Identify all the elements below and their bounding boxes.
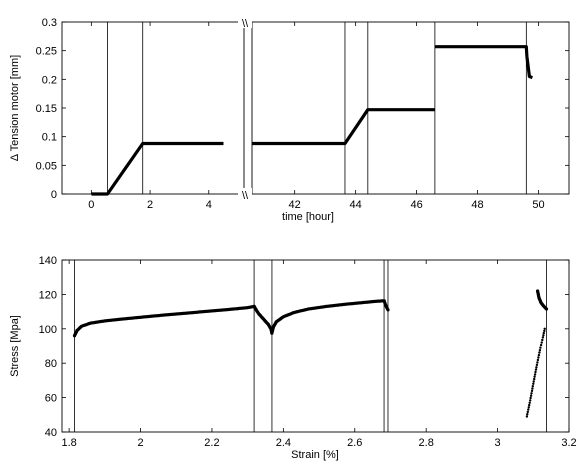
stress-point — [529, 394, 533, 397]
stress-point — [533, 377, 536, 381]
stress-point — [531, 385, 534, 388]
stress-point — [528, 401, 531, 404]
tension-ytick-label-6: 0.3 — [42, 17, 57, 29]
stress-point — [530, 389, 534, 393]
stress-point — [544, 307, 549, 311]
stress-point — [541, 338, 544, 342]
tension-xtick-label-0-2: 4 — [206, 199, 212, 211]
tension-ytick-label-1: 0.05 — [36, 160, 57, 172]
stress-point — [534, 370, 537, 374]
stress-ytick-label-3: 100 — [39, 324, 57, 336]
stress-point — [526, 410, 529, 414]
stress-point — [525, 415, 529, 418]
stress-point — [538, 351, 541, 354]
tension-xtick-label-1-4: 50 — [532, 199, 544, 211]
stress-point — [534, 368, 538, 371]
tension-series-line-1 — [252, 108, 435, 146]
stress-series — [72, 289, 549, 418]
tension-xtick-label-1-1: 44 — [350, 199, 362, 211]
stress-ytick-label-1: 60 — [45, 393, 57, 405]
tension-chart: \\ \\ 0 0.05 0.1 0.15 0.2 0.25 0.3 0 2 4 42 44 46 48 5… — [9, 16, 570, 223]
stress-xtick-label-3: 2.4 — [276, 437, 291, 449]
axis-break-mark-bottom: \\ — [242, 190, 249, 202]
tension-x-axis-label: time [hour] — [282, 211, 334, 223]
stress-point — [539, 343, 543, 347]
stress-point — [533, 375, 536, 378]
tension-ytick-label-0: 0 — [51, 189, 57, 201]
stress-ytick-label-4: 120 — [39, 289, 57, 301]
stress-xtick-label-7: 3.2 — [561, 437, 576, 449]
tension-ytick-label-4: 0.2 — [42, 74, 57, 86]
stress-point — [532, 380, 535, 383]
stress-ticks: 40 60 80 100 120 140 1.8 2 2.2 2.4 2.6 2.8 3 3.2 — [39, 255, 577, 449]
stress-point — [538, 349, 542, 352]
stress-point — [542, 334, 545, 337]
stress-point — [542, 331, 545, 335]
tension-xtick-label-0-1: 2 — [147, 199, 153, 211]
stress-point — [529, 399, 532, 402]
stress-point — [543, 329, 546, 333]
tension-ytick-label-5: 0.25 — [36, 46, 57, 58]
tension-xtick-label-0-0: 0 — [88, 199, 94, 211]
stress-point — [527, 406, 530, 409]
stress-strain-chart: 40 60 80 100 120 140 1.8 2 2.2 2.4 2.6 2.8 3 3.2 Stra… — [9, 255, 577, 461]
stress-point — [536, 358, 540, 362]
stress-xtick-label-1: 2 — [137, 437, 143, 449]
tension-ytick-label-3: 0.15 — [36, 103, 57, 115]
stress-point — [537, 353, 541, 357]
stress-y-axis-label: Stress [Mpa] — [9, 315, 21, 377]
stress-ytick-label-0: 40 — [45, 427, 57, 439]
tension-xtick-label-1-2: 46 — [410, 199, 422, 211]
stress-point — [535, 363, 539, 367]
stress-point — [543, 327, 546, 330]
tension-series-line-2 — [434, 45, 533, 80]
stress-x-axis-label: Strain [%] — [291, 449, 339, 461]
stress-point — [527, 408, 530, 411]
tension-plot-frame-left — [61, 21, 245, 195]
stress-xtick-label-6: 3 — [495, 437, 501, 449]
stress-point — [532, 382, 535, 385]
tension-xtick-label-1-0: 42 — [289, 199, 301, 211]
axis-break-mark-top: \\ — [242, 18, 249, 30]
stress-point — [540, 341, 543, 344]
stress-xtick-label-4: 2.6 — [347, 437, 362, 449]
stress-point — [529, 396, 532, 400]
stress-point — [539, 346, 542, 349]
stress-xtick-label-5: 2.8 — [419, 437, 434, 449]
tension-ticks: 0 0.05 0.1 0.15 0.2 0.25 0.3 0 2 4 42 44 46 48 50 — [36, 17, 569, 211]
stress-vertical-lines — [74, 260, 547, 432]
stress-point — [528, 403, 531, 407]
stress-xtick-label-2: 2.2 — [204, 437, 219, 449]
stress-point — [537, 356, 540, 359]
stress-point — [386, 308, 390, 312]
axis-break-gap-bottom — [238, 188, 252, 200]
tension-y-axis-label: Δ Tension motor [mm] — [9, 55, 21, 161]
axis-break-gap-top — [238, 16, 252, 28]
stress-point — [536, 361, 539, 364]
tension-ytick-label-2: 0.1 — [42, 132, 57, 144]
stress-ytick-label-2: 80 — [45, 358, 57, 370]
stress-point — [535, 366, 538, 369]
stress-ytick-label-5: 140 — [39, 255, 57, 267]
stress-point — [541, 336, 545, 339]
stress-point — [526, 413, 529, 416]
tension-series — [91, 45, 533, 196]
tension-xtick-label-1-3: 48 — [471, 199, 483, 211]
tension-series-line-0 — [91, 141, 224, 196]
stress-point — [531, 387, 534, 390]
stress-point — [533, 373, 537, 376]
stress-point — [530, 392, 533, 395]
stress-xtick-label-0: 1.8 — [61, 437, 76, 449]
stress-plot-frame — [61, 259, 570, 433]
